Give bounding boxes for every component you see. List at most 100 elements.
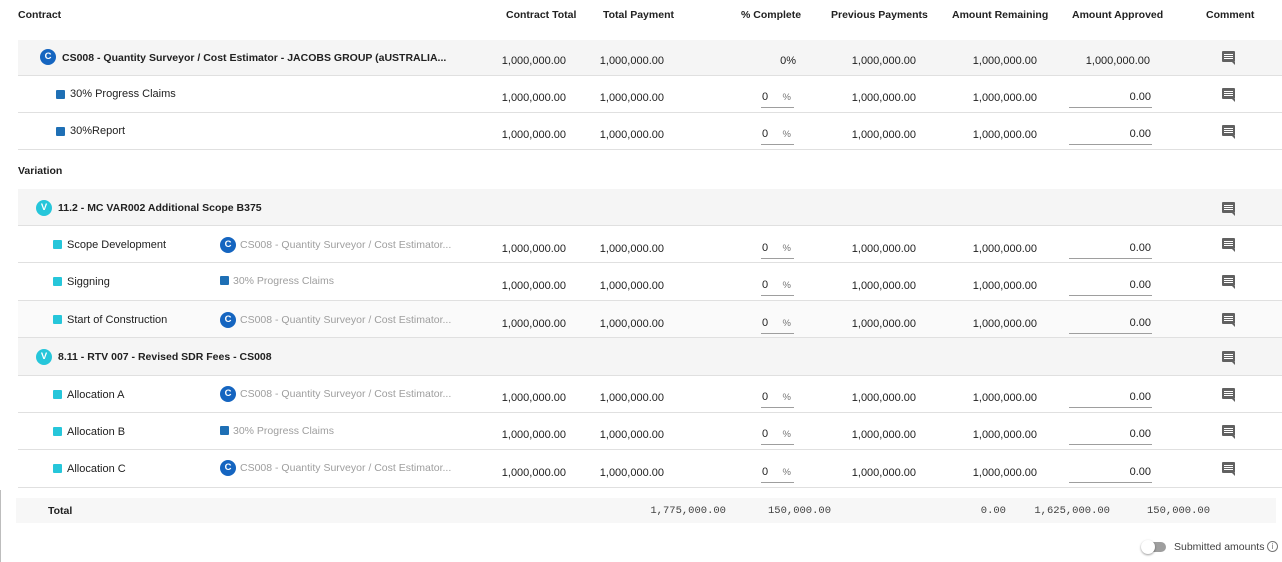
pct-complete-input[interactable]: 0%	[761, 237, 794, 259]
total-payment-value: 1,000,000.00	[599, 429, 664, 441]
comment-icon[interactable]	[1222, 238, 1235, 252]
total-payment-value: 1,000,000.00	[599, 392, 664, 404]
previous-payments-value: 1,000,000.00	[851, 392, 916, 404]
total-payment-value: 1,000,000.00	[599, 92, 664, 104]
amount-approved-input[interactable]: 0.00	[1069, 312, 1152, 334]
comment-icon[interactable]	[1222, 388, 1235, 402]
table-row: Start of Construction C CS008 - Quantity…	[18, 301, 1282, 338]
item-square-icon	[53, 390, 62, 399]
amount-remaining-value: 1,000,000.00	[972, 467, 1037, 479]
linked-contract-badge: C	[220, 312, 236, 328]
pct-complete-input[interactable]: 0%	[761, 461, 794, 483]
linked-contract-badge: C	[220, 237, 236, 253]
linked-contract-link[interactable]: CS008 - Quantity Surveyor / Cost Estimat…	[240, 239, 452, 251]
table-row: Allocation C C CS008 - Quantity Surveyor…	[18, 450, 1282, 488]
total-contract-total: 1,775,000.00	[650, 505, 726, 517]
previous-payments-value: 1,000,000.00	[851, 318, 916, 330]
info-icon[interactable]: i	[1267, 541, 1278, 552]
col-contract: Contract	[18, 9, 62, 21]
contract-total-value: 1,000,000.00	[501, 129, 566, 141]
contract-row[interactable]: C CS008 - Quantity Surveyor / Cost Estim…	[18, 40, 1282, 76]
item-square-icon	[53, 315, 62, 324]
amount-approved-input[interactable]: 0.00	[1069, 461, 1152, 483]
submitted-amounts-toggle[interactable]	[1141, 540, 1166, 554]
total-amount-approved: 150,000.00	[1146, 505, 1210, 517]
item-name: Allocation A	[67, 389, 125, 401]
linked-item-square-icon	[220, 276, 229, 285]
amount-approved-value: 1,000,000.00	[1085, 55, 1150, 67]
contract-total-value: 1,000,000.00	[501, 318, 566, 330]
col-contract-total: Contract Total	[506, 9, 577, 21]
linked-contract-link[interactable]: CS008 - Quantity Surveyor / Cost Estimat…	[240, 314, 452, 326]
contract-total-value: 1,000,000.00	[501, 243, 566, 255]
item-square-icon	[53, 427, 62, 436]
contract-total-value: 1,000,000.00	[501, 280, 566, 292]
comment-icon[interactable]	[1222, 51, 1235, 65]
amount-approved-input[interactable]: 0.00	[1069, 123, 1152, 145]
previous-payments-value: 1,000,000.00	[851, 129, 916, 141]
contract-total-value: 1,000,000.00	[501, 392, 566, 404]
variation-badge: V	[36, 200, 52, 216]
amount-approved-input[interactable]: 0.00	[1069, 86, 1152, 108]
contract-badge: C	[40, 49, 56, 65]
linked-item-link[interactable]: 30% Progress Claims	[233, 425, 334, 437]
pct-complete-input[interactable]: 0%	[761, 123, 794, 145]
pct-complete-input[interactable]: 0%	[761, 274, 794, 296]
comment-icon[interactable]	[1222, 425, 1235, 439]
previous-payments-value: 1,000,000.00	[851, 280, 916, 292]
contract-total-value: 1,000,000.00	[501, 467, 566, 479]
linked-contract-link[interactable]: CS008 - Quantity Surveyor / Cost Estimat…	[240, 388, 452, 400]
total-payment-value: 1,000,000.00	[599, 280, 664, 292]
linked-item-square-icon	[220, 426, 229, 435]
col-pct-complete: % Complete	[741, 9, 802, 21]
total-amount-remaining: 1,625,000.00	[1034, 505, 1110, 517]
variation-row[interactable]: V 8.11 - RTV 007 - Revised SDR Fees - CS…	[18, 338, 1282, 376]
toggle-knob	[1141, 540, 1155, 554]
item-square-icon	[53, 464, 62, 473]
comment-icon[interactable]	[1222, 125, 1235, 139]
total-label: Total	[48, 505, 73, 517]
submitted-amounts-label: Submitted amounts	[1174, 541, 1265, 553]
pct-complete-input[interactable]: 0%	[761, 423, 794, 445]
contract-title: CS008 - Quantity Surveyor / Cost Estimat…	[62, 52, 447, 64]
contract-total-value: 1,000,000.00	[501, 429, 566, 441]
amount-remaining-value: 1,000,000.00	[972, 429, 1037, 441]
comment-icon[interactable]	[1222, 462, 1235, 476]
amount-approved-input[interactable]: 0.00	[1069, 386, 1152, 408]
table-row: Scope Development C CS008 - Quantity Sur…	[18, 226, 1282, 263]
amount-remaining-value: 1,000,000.00	[972, 243, 1037, 255]
amount-remaining-value: 1,000,000.00	[972, 129, 1037, 141]
total-payment-value: 1,000,000.00	[599, 318, 664, 330]
previous-payments-value: 1,000,000.00	[851, 55, 916, 67]
previous-payments-value: 1,000,000.00	[851, 467, 916, 479]
pct-complete-input[interactable]: 0%	[761, 386, 794, 408]
item-name: 30% Progress Claims	[70, 88, 176, 100]
amount-approved-input[interactable]: 0.00	[1069, 423, 1152, 445]
contract-total-value: 1,000,000.00	[501, 55, 566, 67]
linked-contract-badge: C	[220, 460, 236, 476]
amount-approved-input[interactable]: 0.00	[1069, 274, 1152, 296]
amount-approved-input[interactable]: 0.00	[1069, 237, 1152, 259]
table-row: 30% Progress Claims 1,000,000.00 1,000,0…	[18, 76, 1282, 113]
linked-item-link[interactable]: 30% Progress Claims	[233, 275, 334, 287]
comment-icon[interactable]	[1222, 313, 1235, 327]
comment-icon[interactable]	[1222, 275, 1235, 289]
item-name: Allocation C	[67, 463, 126, 475]
comment-icon[interactable]	[1222, 88, 1235, 102]
col-comment: Comment	[1206, 9, 1255, 21]
variation-row[interactable]: V 11.2 - MC VAR002 Additional Scope B375	[18, 189, 1282, 226]
contract-total-value: 1,000,000.00	[501, 92, 566, 104]
col-previous-payments: Previous Payments	[831, 9, 928, 21]
comment-icon[interactable]	[1222, 351, 1235, 365]
linked-contract-link[interactable]: CS008 - Quantity Surveyor / Cost Estimat…	[240, 462, 452, 474]
comment-icon[interactable]	[1222, 202, 1235, 216]
pct-complete-input[interactable]: 0%	[761, 86, 794, 108]
linked-contract-badge: C	[220, 386, 236, 402]
item-name: Allocation B	[67, 426, 126, 438]
variation-badge: V	[36, 349, 52, 365]
amount-remaining-value: 1,000,000.00	[972, 392, 1037, 404]
item-square-icon	[56, 127, 65, 136]
amount-remaining-value: 1,000,000.00	[972, 92, 1037, 104]
pct-complete-input[interactable]: 0%	[761, 312, 794, 334]
total-row: Total 1,775,000.00 150,000.00 0.00 1,625…	[16, 498, 1276, 523]
